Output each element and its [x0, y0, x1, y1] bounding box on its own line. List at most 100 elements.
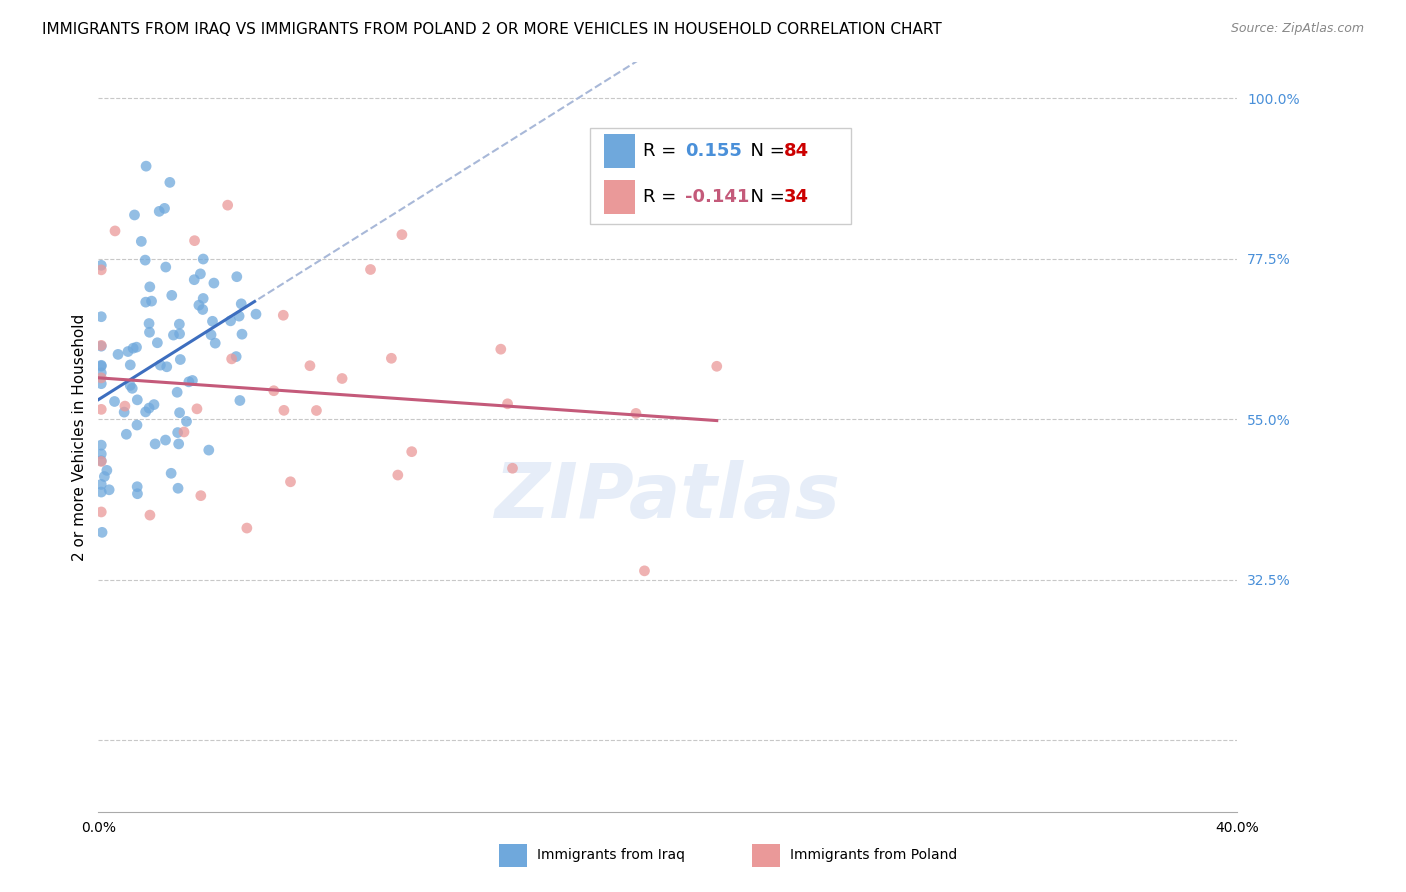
Point [271, 308, 294, 322]
Text: ZIPatlas: ZIPatlas [495, 460, 841, 534]
Text: 0.155: 0.155 [686, 142, 742, 160]
Point [167, 481, 190, 495]
Text: R =: R = [644, 188, 682, 206]
Point [298, 359, 321, 373]
Point [305, 403, 328, 417]
Point [90, 477, 112, 491]
Point [190, 267, 212, 281]
Point [193, 292, 215, 306]
Point [186, 401, 208, 416]
Point [159, 175, 181, 189]
Point [138, 401, 160, 415]
Point [90, 366, 112, 380]
Point [138, 325, 160, 339]
Point [134, 253, 156, 268]
Point [502, 461, 524, 475]
Point [176, 414, 198, 428]
Point [201, 314, 224, 328]
Point [169, 352, 191, 367]
Point [98, 483, 121, 497]
Point [90, 454, 112, 468]
Point [143, 437, 166, 451]
Point [141, 294, 163, 309]
Point [149, 358, 172, 372]
Point [139, 280, 162, 294]
Point [236, 521, 259, 535]
Point [204, 336, 226, 351]
Point [380, 351, 402, 366]
Point [112, 405, 135, 419]
Point [191, 302, 214, 317]
Point [169, 317, 191, 331]
Point [633, 564, 655, 578]
Point [169, 406, 191, 420]
Point [124, 208, 146, 222]
Point [138, 317, 160, 331]
Point [120, 378, 142, 392]
Point [231, 327, 253, 342]
Point [104, 224, 127, 238]
Point [228, 309, 250, 323]
Point [90, 438, 112, 452]
Point [90, 339, 112, 353]
Text: Immigrants from Poland: Immigrants from Poland [790, 848, 957, 863]
Point [193, 252, 215, 266]
Point [107, 347, 129, 361]
Text: -0.141: -0.141 [686, 188, 749, 206]
Point [143, 398, 166, 412]
Point [127, 480, 149, 494]
Point [225, 269, 247, 284]
Point [160, 467, 183, 481]
Point [245, 307, 267, 321]
Point [706, 359, 728, 374]
Point [401, 444, 423, 458]
Point [90, 371, 112, 385]
Point [225, 350, 247, 364]
Point [167, 437, 190, 451]
Point [91, 525, 114, 540]
Point [221, 351, 243, 366]
Point [181, 374, 204, 388]
Point [330, 371, 353, 385]
Point [135, 295, 157, 310]
Point [217, 198, 239, 212]
Point [155, 433, 177, 447]
Text: N =: N = [740, 142, 790, 160]
Point [624, 406, 647, 420]
Point [219, 314, 242, 328]
Point [197, 443, 219, 458]
Point [90, 338, 112, 352]
Point [263, 384, 285, 398]
Point [190, 489, 212, 503]
Point [90, 485, 112, 500]
Text: R =: R = [644, 142, 682, 160]
Point [122, 341, 145, 355]
Text: IMMIGRANTS FROM IRAQ VS IMMIGRANTS FROM POLAND 2 OR MORE VEHICLES IN HOUSEHOLD C: IMMIGRANTS FROM IRAQ VS IMMIGRANTS FROM … [42, 22, 942, 37]
Point [166, 425, 188, 440]
Text: 84: 84 [785, 142, 808, 160]
Point [280, 475, 302, 489]
Point [387, 468, 409, 483]
Point [90, 454, 112, 468]
Point [114, 399, 136, 413]
Point [169, 326, 191, 341]
Point [489, 342, 512, 356]
Point [200, 327, 222, 342]
Point [496, 397, 519, 411]
Point [103, 394, 125, 409]
Point [229, 393, 252, 408]
Point [127, 392, 149, 407]
Point [173, 425, 195, 439]
Point [90, 447, 112, 461]
Text: 34: 34 [785, 188, 808, 206]
Text: Source: ZipAtlas.com: Source: ZipAtlas.com [1230, 22, 1364, 36]
Point [125, 340, 148, 354]
Point [117, 344, 139, 359]
Point [231, 297, 253, 311]
Text: Immigrants from Iraq: Immigrants from Iraq [537, 848, 685, 863]
Text: N =: N = [740, 188, 790, 206]
Point [202, 276, 225, 290]
Point [90, 376, 112, 391]
Point [166, 385, 188, 400]
Point [148, 204, 170, 219]
